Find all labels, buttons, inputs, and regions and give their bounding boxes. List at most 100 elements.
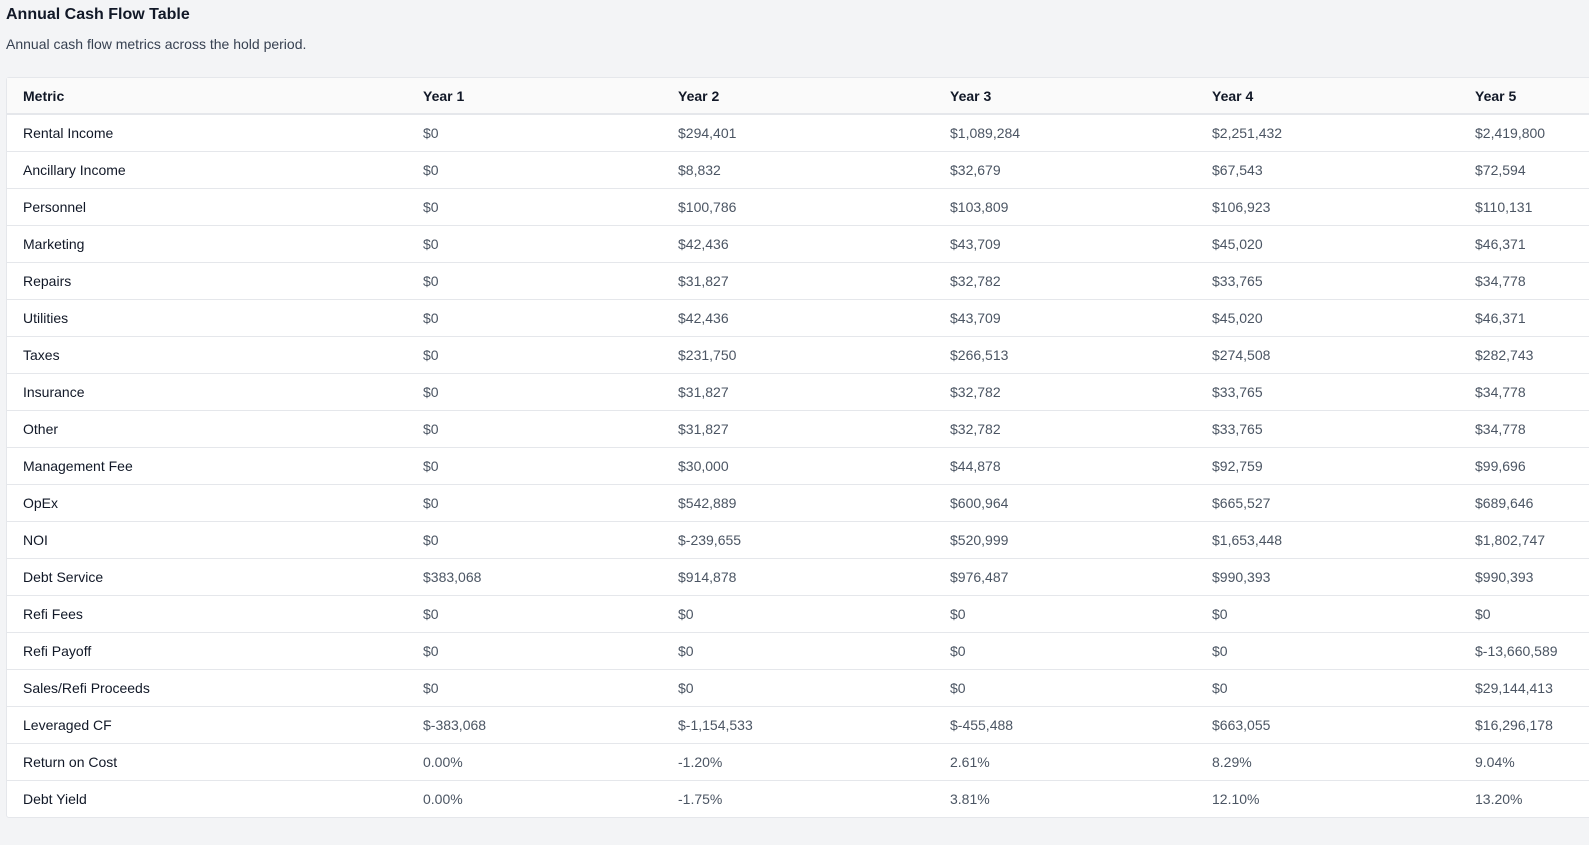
table-row: Personnel $0 $100,786 $103,809 $106,923 $110,… bbox=[7, 188, 1589, 226]
table-row: Insurance $0 $31,827 $32,782 $33,765 $34,778 bbox=[7, 373, 1589, 411]
metric-label: NOI bbox=[7, 521, 407, 559]
cell-year-4: 12.10% bbox=[1212, 791, 1260, 807]
cell-year-2: $-239,655 bbox=[662, 521, 934, 559]
metric-label: Leveraged CF bbox=[7, 706, 407, 744]
cell-year-2: $-1,154,533 bbox=[662, 706, 934, 744]
page-subtitle: Annual cash flow metrics across the hold… bbox=[6, 36, 307, 52]
cell-year-1: $0 bbox=[407, 410, 662, 448]
table-header-row: Metric Year 1 Year 2 Year 3 Year 4 Year 5 bbox=[7, 78, 1589, 115]
cell-year-2: $0 bbox=[662, 595, 934, 633]
cell-year-1: $0 bbox=[407, 299, 662, 337]
table-row: NOI $0 $-239,655 $520,999 $1,653,448 $1,802,7… bbox=[7, 521, 1589, 559]
metric-label: Personnel bbox=[7, 188, 407, 226]
cell-year-4: $0 bbox=[1196, 669, 1459, 707]
cell-year-1: $0 bbox=[407, 151, 662, 189]
table-header: Metric Year 1 Year 2 Year 3 Year 4 Year 5 bbox=[7, 78, 1589, 115]
cell-year-1: $0 bbox=[407, 632, 662, 670]
cell-year-5: $282,743 bbox=[1459, 336, 1589, 374]
cell-year-1: $0 bbox=[407, 521, 662, 559]
cell-year-3: $520,999 bbox=[934, 521, 1196, 559]
cell-year-5: $1,802,747 bbox=[1459, 521, 1589, 559]
metric-label: Insurance bbox=[7, 373, 407, 411]
metric-label: Return on Cost bbox=[7, 743, 407, 781]
column-header-year-5: Year 5 bbox=[1459, 78, 1589, 115]
table-row: Other $0 $31,827 $32,782 $33,765 $34,778 bbox=[7, 410, 1589, 448]
cell-year-4: $106,923 bbox=[1196, 188, 1459, 226]
cell-year-2: $0 bbox=[662, 669, 934, 707]
table-row: Utilities $0 $42,436 $43,709 $45,020 $46,371 bbox=[7, 299, 1589, 337]
cell-year-2: $294,401 bbox=[662, 114, 934, 152]
cell-year-3: $-455,488 bbox=[934, 706, 1196, 744]
cell-year-4: $67,543 bbox=[1196, 151, 1459, 189]
table-row: OpEx $0 $542,889 $600,964 $665,527 $689,646 bbox=[7, 484, 1589, 522]
cell-year-3: $0 bbox=[934, 595, 1196, 633]
cell-year-1: 0.00% bbox=[423, 791, 463, 807]
cell-year-2: $100,786 bbox=[662, 188, 934, 226]
table-row: Repairs $0 $31,827 $32,782 $33,765 $34,778 bbox=[7, 262, 1589, 300]
metric-label: Rental Income bbox=[7, 114, 407, 152]
cell-year-2: -1.75% bbox=[678, 791, 723, 807]
metric-label: Taxes bbox=[7, 336, 407, 374]
column-header-year-2: Year 2 bbox=[662, 78, 934, 115]
table-row: Return on Cost 0.00% -1.20% 2.61% 8.29% 9.04% bbox=[7, 743, 1589, 781]
table-body: Rental Income $0 $294,401 $1,089,284 $2,251,… bbox=[7, 114, 1589, 817]
cash-flow-table-container: Metric Year 1 Year 2 Year 3 Year 4 Year 5 Ren… bbox=[6, 77, 1589, 818]
cell-year-4: $33,765 bbox=[1196, 373, 1459, 411]
table-row: Sales/Refi Proceeds $0 $0 $0 $0 $29,144,413 bbox=[7, 669, 1589, 707]
metric-label: Utilities bbox=[7, 299, 407, 337]
cell-year-1: $0 bbox=[407, 669, 662, 707]
cell-year-5: $2,419,800 bbox=[1459, 114, 1589, 152]
metric-label: Ancillary Income bbox=[7, 151, 407, 189]
cell-year-5: $29,144,413 bbox=[1459, 669, 1589, 707]
cell-year-4: $45,020 bbox=[1196, 225, 1459, 263]
table-row: Management Fee $0 $30,000 $44,878 $92,759 $99… bbox=[7, 447, 1589, 485]
cell-year-2: $31,827 bbox=[662, 262, 934, 300]
cell-year-1: $0 bbox=[407, 595, 662, 633]
cell-year-1: $0 bbox=[407, 114, 662, 152]
table-row: Marketing $0 $42,436 $43,709 $45,020 $46,371 bbox=[7, 225, 1589, 263]
metric-label: Debt Yield bbox=[23, 791, 87, 807]
cell-year-5: 9.04% bbox=[1459, 743, 1589, 781]
cell-year-5: $0 bbox=[1459, 595, 1589, 633]
cell-year-3: $1,089,284 bbox=[934, 114, 1196, 152]
table-row: Leveraged CF $-383,068 $-1,154,533 $-455,48… bbox=[7, 706, 1589, 744]
cell-year-3: $0 bbox=[934, 669, 1196, 707]
cell-year-3: $43,709 bbox=[934, 225, 1196, 263]
cell-year-4: $92,759 bbox=[1196, 447, 1459, 485]
cell-year-2: $231,750 bbox=[662, 336, 934, 374]
table-row: Taxes $0 $231,750 $266,513 $274,508 $282,743 bbox=[7, 336, 1589, 374]
cell-year-4: $33,765 bbox=[1196, 410, 1459, 448]
cell-year-3: $32,679 bbox=[934, 151, 1196, 189]
metric-label: Management Fee bbox=[7, 447, 407, 485]
cell-year-1: $0 bbox=[407, 188, 662, 226]
metric-label: Refi Fees bbox=[7, 595, 407, 633]
cell-year-3: 2.61% bbox=[934, 743, 1196, 781]
page-title: Annual Cash Flow Table bbox=[6, 6, 190, 23]
cell-year-2: $542,889 bbox=[662, 484, 934, 522]
cell-year-2: $31,827 bbox=[662, 373, 934, 411]
table-row: Refi Payoff $0 $0 $0 $0 $-13,660,589 bbox=[7, 632, 1589, 670]
cell-year-5: $34,778 bbox=[1459, 262, 1589, 300]
column-header-year-3: Year 3 bbox=[934, 78, 1196, 115]
cell-year-4: $1,653,448 bbox=[1196, 521, 1459, 559]
cell-year-3: $32,782 bbox=[934, 373, 1196, 411]
column-header-metric: Metric bbox=[7, 78, 407, 115]
cell-year-2: $914,878 bbox=[662, 558, 934, 596]
cell-year-3: $43,709 bbox=[934, 299, 1196, 337]
column-header-year-4: Year 4 bbox=[1196, 78, 1459, 115]
cell-year-3: $32,782 bbox=[934, 410, 1196, 448]
cell-year-3: $266,513 bbox=[934, 336, 1196, 374]
metric-label: Other bbox=[7, 410, 407, 448]
metric-label: Refi Payoff bbox=[7, 632, 407, 670]
cell-year-4: $33,765 bbox=[1196, 262, 1459, 300]
cell-year-4: $45,020 bbox=[1196, 299, 1459, 337]
cell-year-2: $42,436 bbox=[662, 299, 934, 337]
cell-year-1: $0 bbox=[407, 373, 662, 411]
cell-year-4: $0 bbox=[1196, 632, 1459, 670]
metric-label: Debt Service bbox=[7, 558, 407, 596]
cell-year-5: $46,371 bbox=[1459, 299, 1589, 337]
cell-year-3: $32,782 bbox=[934, 262, 1196, 300]
table-row: Debt Service $383,068 $914,878 $976,487 $990… bbox=[7, 558, 1589, 596]
table-row: Debt Yield 0.00% -1.75% 3.81% 12.10% 13.20% bbox=[7, 781, 1589, 818]
